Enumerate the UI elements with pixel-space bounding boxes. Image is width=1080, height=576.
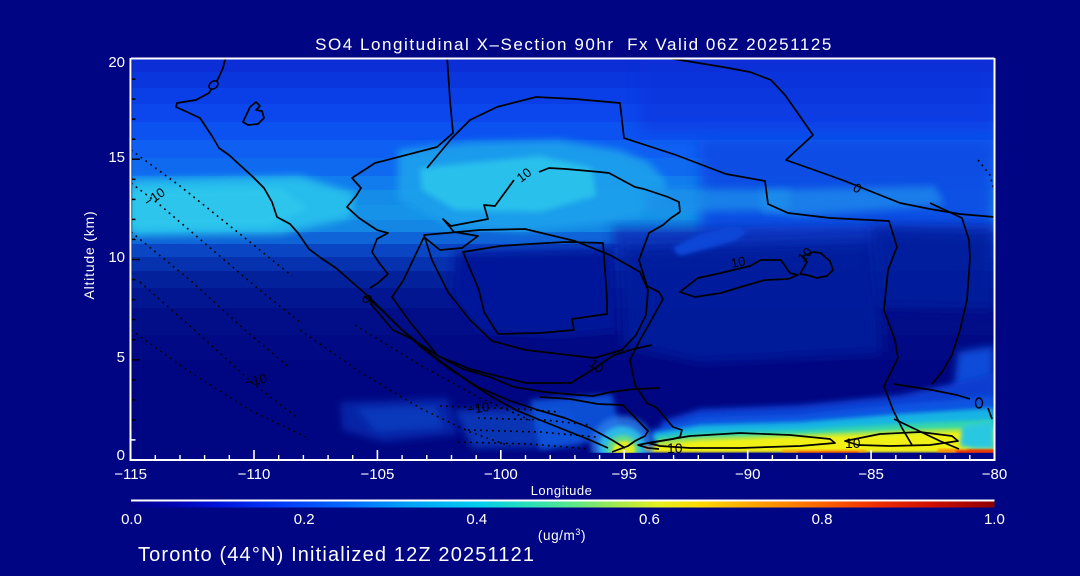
svg-text:0.8: 0.8: [812, 511, 833, 528]
svg-text:SO4 Longitudinal X–Section 90h: SO4 Longitudinal X–Section 90hr Fx Valid…: [315, 35, 833, 54]
svg-text:5: 5: [117, 349, 125, 366]
svg-text:−115: −115: [114, 466, 147, 483]
svg-text:20: 20: [108, 54, 125, 71]
svg-text:−85: −85: [858, 466, 883, 483]
svg-text:Toronto (44°N) Initialized 12Z: Toronto (44°N) Initialized 12Z 20251121: [138, 544, 535, 566]
svg-text:0.2: 0.2: [294, 511, 315, 528]
svg-text:0: 0: [117, 447, 125, 464]
svg-text:−10: −10: [466, 399, 490, 417]
svg-text:10: 10: [845, 435, 861, 451]
svg-text:1.0: 1.0: [984, 511, 1005, 528]
svg-text:0.4: 0.4: [466, 511, 487, 528]
svg-text:10: 10: [667, 440, 683, 456]
svg-text:10: 10: [730, 253, 747, 271]
svg-text:−105: −105: [361, 466, 395, 483]
svg-text:Altitude (km): Altitude (km): [81, 211, 97, 300]
svg-text:15: 15: [108, 149, 125, 166]
svg-text:(ug/m3): (ug/m3): [538, 527, 586, 543]
svg-text:Longitude: Longitude: [531, 483, 593, 498]
svg-text:−10: −10: [244, 371, 269, 390]
svg-text:−110: −110: [238, 466, 271, 483]
svg-text:−100: −100: [484, 466, 518, 483]
svg-text:10: 10: [108, 249, 125, 266]
svg-text:−95: −95: [611, 466, 636, 483]
svg-text:0.6: 0.6: [639, 511, 660, 528]
svg-text:−80: −80: [982, 466, 1007, 483]
svg-text:0.0: 0.0: [121, 511, 142, 528]
svg-text:−90: −90: [735, 466, 760, 483]
